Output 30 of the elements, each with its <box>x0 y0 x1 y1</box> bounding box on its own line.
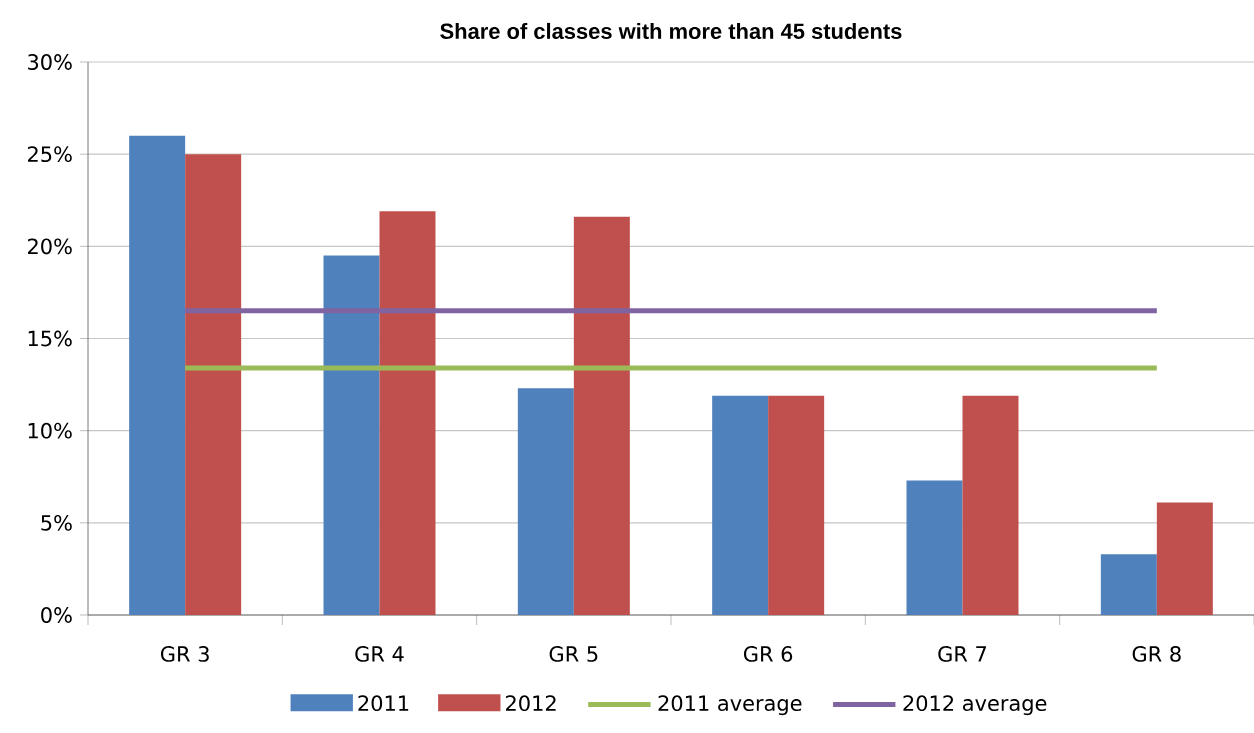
y-tick-label: 10% <box>28 422 72 439</box>
legend-label: 2011 average <box>658 695 802 716</box>
legend-label: 2012 average <box>903 695 1047 716</box>
y-tick-label: 20% <box>27 238 72 255</box>
y-tick-label: 5% <box>41 514 72 531</box>
bar <box>1156 502 1213 615</box>
x-tick-label: GR 4 <box>355 646 404 662</box>
x-tick-label: GR 3 <box>161 646 209 662</box>
bar <box>323 255 380 615</box>
bar <box>129 135 186 615</box>
bar <box>906 480 963 615</box>
y-tick-label: 30% <box>28 54 72 70</box>
x-tick-label: GR 8 <box>1132 646 1181 662</box>
y-tick-label: 25% <box>27 146 72 163</box>
bar <box>712 395 769 615</box>
legend-label: 2012 <box>506 695 556 712</box>
chart-title: Share of classes with more than 45 students <box>440 22 902 40</box>
bar <box>379 211 436 615</box>
x-tick-label: GR 5 <box>549 646 598 662</box>
x-tick-label: GR 7 <box>938 646 987 662</box>
y-tick-label: 0% <box>41 607 72 623</box>
bar <box>962 395 1019 615</box>
bar <box>1100 554 1157 615</box>
legend-label: 2011 <box>358 695 409 712</box>
x-tick-label: GR 6 <box>744 646 793 662</box>
y-tick-label: 15% <box>28 330 72 347</box>
bar <box>517 388 574 615</box>
bar <box>768 395 825 615</box>
bar <box>185 154 242 615</box>
bar <box>573 216 630 615</box>
